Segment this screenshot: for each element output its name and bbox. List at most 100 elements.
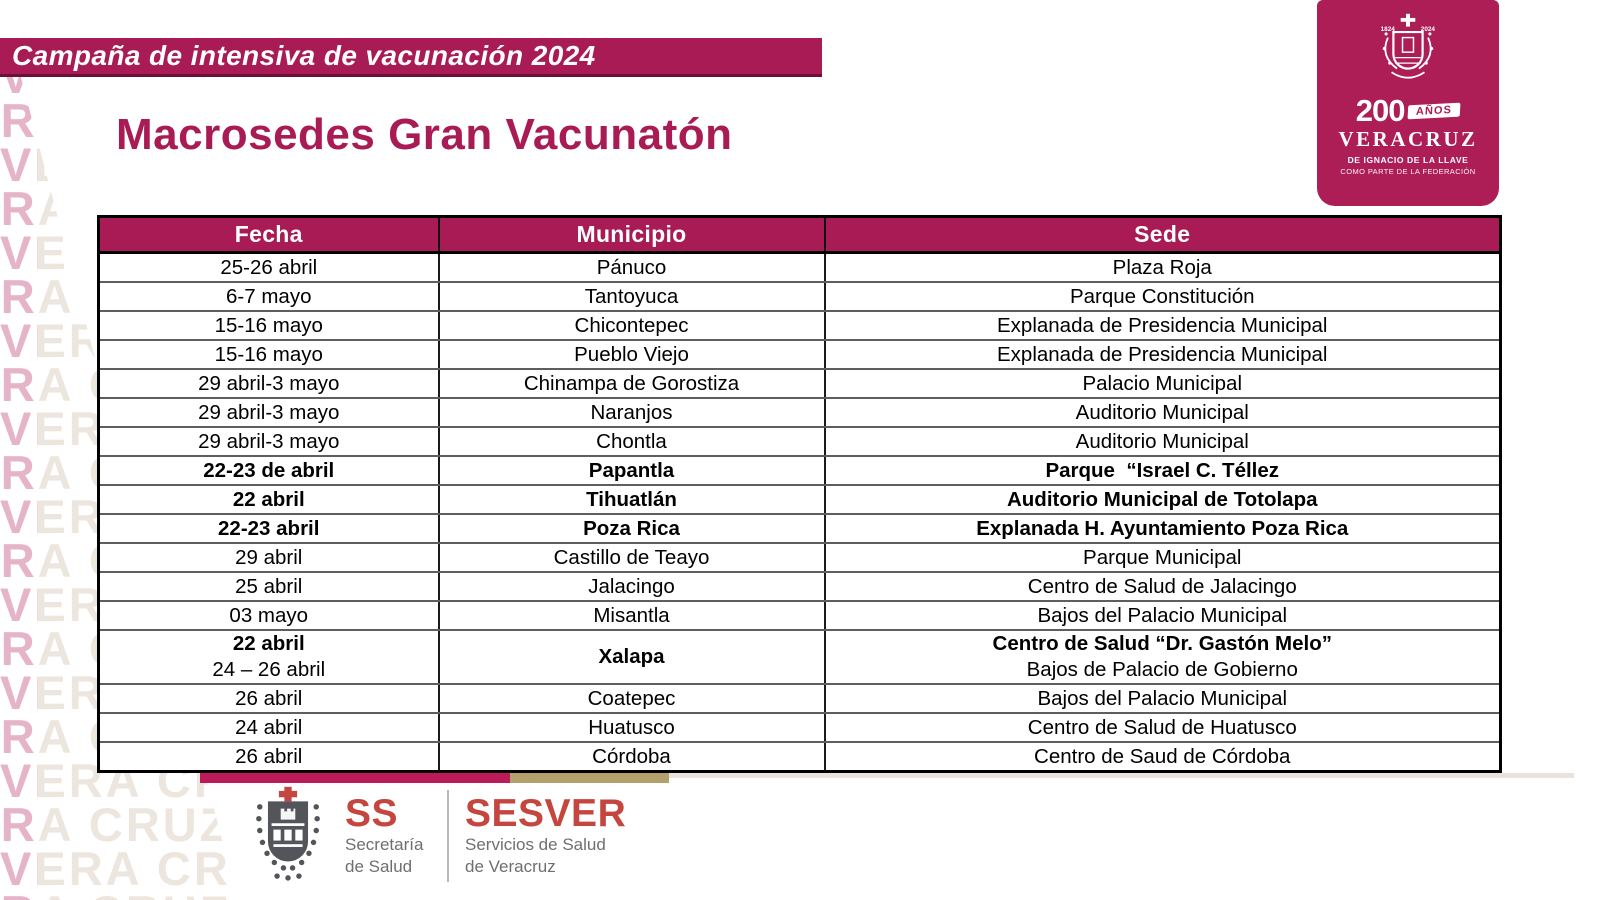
badge-200-row: 200 AÑOS [1355,93,1461,128]
badge-200-text: 200 [1355,93,1406,128]
table-row: 22 abril 24 – 26 abril Xalapa Centro de Sal… [97,629,1502,685]
watermark-row: VERA CRUZ VERA CRUZ VERA CRUZ VERA CRUZ … [0,490,38,543]
watermark-row: VERA CRUZ VERA CRUZ VERA CRUZ VERA CRUZ … [0,798,238,851]
cell-municipio: Naranjos [437,397,826,428]
table-row: 29 abril Castillo de Teayo Parque Municipa… [97,542,1502,573]
table-row: 03 mayo Misantla Bajos del Palacio Municip… [97,600,1502,631]
cell-fecha: 22 abril [97,484,440,515]
table-row: 26 abril Córdoba Centro de Saud de Córdoba [97,741,1502,773]
cell-municipio: Coatepec [437,683,826,714]
cell-municipio: Jalacingo [437,571,826,602]
cell-sede: Centro de Salud “Dr. Gastón Melo” Bajos d… [823,629,1502,685]
watermark-row: VERA CRUZ VERA CRUZ VERA CRUZ VERA CRUZ … [0,622,38,675]
cell-fecha: 29 abril-3 mayo [97,397,440,428]
watermark-row: VERA CRUZ VERA CRUZ VERA CRUZ VERA CRUZ … [0,138,38,191]
watermark-row: VERA CRUZ VERA CRUZ VERA CRUZ VERA CRUZ … [0,270,38,323]
cell-sede: Bajos del Palacio Municipal [823,600,1502,631]
table-row: 25 abril Jalacingo Centro de Salud de Jala… [97,571,1502,602]
cell-fecha: 22-23 de abril [97,455,440,486]
cell-municipio: Tihuatlán [437,484,826,515]
cell-fecha: 03 mayo [97,600,440,631]
cell-fecha: 15-16 mayo [97,339,440,370]
table-row: 22-23 abril Poza Rica Explanada H. Ayuntam… [97,513,1502,544]
ss-logo-block: SS Secretaría de Salud [345,794,431,877]
cell-sede: Auditorio Municipal de Totolapa [823,484,1502,515]
watermark-row: VERA CRUZ VERA CRUZ VERA CRUZ VERA CRUZ … [0,226,38,279]
watermark-row: VERA CRUZ VERA CRUZ VERA CRUZ VERA CRUZ … [0,710,38,763]
badge-year-1824: 1824 [1381,26,1396,33]
watermark-row: VERA CRUZ VERA CRUZ VERA CRUZ VERA CRUZ … [0,534,38,587]
cell-fecha: 29 abril-3 mayo [97,368,440,399]
cell-municipio: Castillo de Teayo [437,542,826,573]
cell-fecha: 24 abril [97,712,440,743]
cell-sede: Auditorio Municipal [823,426,1502,457]
sesver-logo-block: SESVER Servicios de Salud de Veracruz [465,794,626,877]
cell-fecha: 22-23 abril [97,513,440,544]
ss-sub-line2: de Salud [345,856,413,876]
cell-sede: Explanada de Presidencia Municipal [823,310,1502,341]
sesver-logo-text: SESVER [465,792,627,835]
sesver-sub-line2: de Veracruz [465,856,556,876]
cell-municipio: Pánuco [437,251,826,283]
veracruz-200-badge: 1824 2024 200 AÑOS VERACRUZ DE IGNACIO D… [1317,0,1499,206]
badge-year-2024: 2024 [1421,26,1436,33]
watermark-row: VERA CRUZ VERA CRUZ VERA CRUZ VERA CRUZ … [0,842,38,895]
cell-municipio: Córdoba [437,741,826,773]
cell-sede: Centro de Salud de Jalacingo [823,571,1502,602]
cell-municipio: Chinampa de Gorostiza [437,368,826,399]
watermark-row: VERA CRUZ VERA CRUZ VERA CRUZ VERA CRUZ … [0,358,38,411]
cell-fecha: 6-7 mayo [97,281,440,312]
cell-sede: Explanada H. Ayuntamiento Poza Rica [823,513,1502,544]
cell-fecha: 22 abril 24 – 26 abril [97,629,440,685]
watermark-row: VERA CRUZ VERA CRUZ VERA CRUZ VERA CRUZ … [0,754,38,807]
cell-fecha: 26 abril [97,741,440,773]
watermark-row: VERA CRUZ VERA CRUZ VERA CRUZ VERA CRUZ … [0,798,38,851]
watermark-row: VERA CRUZ VERA CRUZ VERA CRUZ VERA CRUZ … [0,889,238,900]
campaign-banner-text: Campaña de intensiva de vacunación 2024 [12,40,596,71]
cell-sede: Plaza Roja [823,251,1502,283]
cell-fecha: 26 abril [97,683,440,714]
table-row: 24 abril Huatusco Centro de Salud de Huatu… [97,712,1502,743]
sesver-sub-line1: Servicios de Salud [465,835,606,854]
cell-fecha: 25-26 abril [97,251,440,283]
watermark-row: VERA CRUZ VERA CRUZ VERA CRUZ VERA CRUZ … [0,889,38,900]
cell-municipio: Huatusco [437,712,826,743]
cell-municipio: Poza Rica [437,513,826,544]
watermark-row: VERA CRUZ VERA CRUZ VERA CRUZ VERA CRUZ … [0,446,38,499]
table-row: 22 abril Tihuatlán Auditorio Municipal de … [97,484,1502,515]
salud-shield-icon [256,786,320,881]
table-row: 26 abril Coatepec Bajos del Palacio Munici… [97,683,1502,714]
table-row: 29 abril-3 mayo Naranjos Auditorio Municip… [97,397,1502,428]
badge-veracruz-text: VERACRUZ [1338,127,1478,151]
schedule-table: Fecha Municipio Sede 25-26 abril Pánuco Plaz… [97,215,1502,773]
cell-sede: Parque Constitución [823,281,1502,312]
table-row: 15-16 mayo Chicontepec Explanada de Presid… [97,310,1502,341]
table-row: 25-26 abril Pánuco Plaza Roja [97,251,1502,283]
cell-municipio: Misantla [437,600,826,631]
cell-sede: Centro de Salud de Huatusco [823,712,1502,743]
ss-logo-text: SS [345,792,399,835]
table-row: 15-16 mayo Pueblo Viejo Explanada de Presi… [97,339,1502,370]
divider-line [669,773,1574,778]
cell-fecha: 29 abril-3 mayo [97,426,440,457]
watermark-row: VERA CRUZ VERA CRUZ VERA CRUZ VERA CRUZ … [0,402,38,455]
badge-subtitle-1: DE IGNACIO DE LA LLAVE [1347,155,1469,165]
cell-municipio: Chontla [437,426,826,457]
watermark-row: VERA CRUZ VERA CRUZ VERA CRUZ VERA CRUZ … [0,578,38,631]
cell-municipio: Chicontepec [437,310,826,341]
column-header: Municipio [437,216,826,254]
watermark-row: VERA CRUZ VERA CRUZ VERA CRUZ VERA CRUZ … [0,666,38,719]
header-row: Fecha Municipio Sede [97,216,1502,254]
column-header: Fecha [97,216,440,254]
column-header: Sede [823,216,1502,254]
badge-anios-flag: AÑOS [1407,102,1461,120]
watermark-tiles-pink: VERA CRUZ VERA CRUZ VERA CRUZ VERA CRUZ … [0,55,38,900]
cell-sede: Parque Municipal [823,542,1502,573]
table-row: 29 abril-3 mayo Chinampa de Gorostiza Pala… [97,368,1502,399]
campaign-banner: Campaña de intensiva de vacunación 2024 [0,38,822,77]
cell-fecha: 15-16 mayo [97,310,440,341]
cell-fecha: 29 abril [97,542,440,573]
cell-municipio: Pueblo Viejo [437,339,826,370]
ss-sub-line1: Secretaría [345,835,424,854]
cell-fecha: 25 abril [97,571,440,602]
